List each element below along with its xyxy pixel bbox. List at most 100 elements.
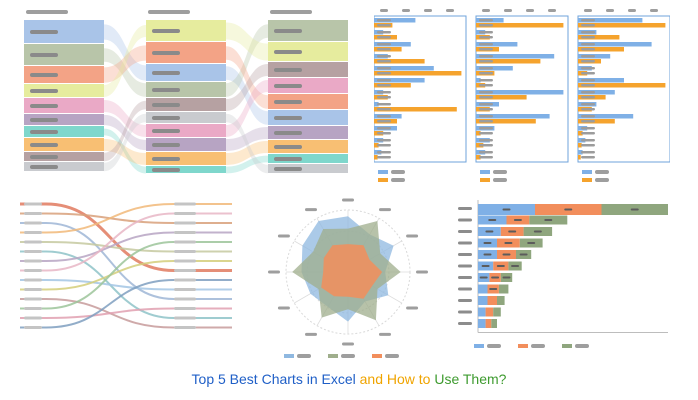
stacked-row-label (458, 218, 472, 222)
bar-row-label (377, 43, 391, 46)
stacked-segment-label (527, 242, 536, 244)
sankey-node-label (274, 29, 302, 33)
stacked-segment-label (511, 265, 520, 267)
sankey-node-label (30, 130, 58, 134)
sankey-node-label (274, 84, 302, 88)
slope-line (20, 298, 232, 329)
slope-right-label (174, 316, 196, 320)
bar-axis-tick (606, 9, 614, 12)
bar-series-1 (476, 78, 481, 83)
stacked-segment-label (502, 208, 511, 211)
sankey-node (24, 84, 104, 97)
bar-legend-swatch (480, 170, 490, 174)
slope-right-label (174, 250, 196, 253)
bar-row-label (377, 67, 391, 70)
bar-row-label (581, 55, 595, 58)
bar-row-label (377, 127, 391, 130)
slope-left-label (24, 240, 42, 244)
bar-row-label (479, 48, 493, 51)
stacked-segment (478, 296, 488, 305)
bar-axis-tick (446, 9, 454, 12)
bar-legend-label (493, 170, 507, 174)
sankey-node-label (152, 51, 180, 55)
radar-legend-swatch (328, 354, 338, 358)
bar-axis-tick (482, 9, 490, 12)
bar-row-label (479, 72, 493, 75)
bar-row-label (581, 127, 595, 130)
sankey-node-label (152, 116, 180, 120)
bar-axis-tick (424, 9, 432, 12)
bar-row-label (479, 127, 493, 130)
slope-left-label (24, 307, 42, 310)
bar-axis-tick (402, 9, 410, 12)
stacked-segment-label (502, 276, 511, 279)
bar-series-1 (578, 114, 634, 119)
sankey-node (24, 162, 104, 171)
stacked-segment (485, 307, 494, 317)
radar-axis-label (406, 306, 419, 310)
sankey-node (146, 64, 226, 81)
stacked-bar-chart (458, 200, 668, 348)
bar-row-label (479, 84, 493, 87)
stacked-segment (487, 296, 497, 305)
bar-legend-swatch (480, 178, 490, 182)
bar-series-2 (578, 23, 666, 28)
sankey-flow (226, 155, 268, 174)
slope-right-label (174, 307, 196, 310)
bar-row-label (479, 151, 493, 154)
bar-row-label (581, 115, 595, 118)
sankey-node (24, 114, 104, 125)
sankey-column-header (26, 10, 68, 14)
bar-row-label (479, 103, 493, 106)
bar-row-label (581, 43, 595, 46)
bar-row-label (377, 19, 391, 22)
sankey-column-header (270, 10, 312, 14)
sankey-flow (226, 66, 268, 125)
bar-row-label (581, 31, 595, 34)
bar-series-1 (476, 66, 513, 71)
slope-line (20, 203, 232, 234)
slope-line (20, 202, 232, 272)
stacked-segment (497, 296, 505, 305)
sankey-node (268, 154, 348, 163)
bar-series-2 (374, 107, 457, 112)
sankey-node (24, 98, 104, 113)
bar-series-2 (578, 143, 582, 148)
bar-axis-tick (628, 9, 636, 12)
sankey-flow (226, 127, 268, 151)
bar-legend-label (595, 170, 609, 174)
sankey-node (268, 78, 348, 93)
stacked-segment (493, 307, 501, 317)
sankey-node (146, 20, 226, 41)
bar-series-1 (374, 42, 411, 47)
bar-axis-tick (526, 9, 534, 12)
sankey-node-label (30, 155, 58, 159)
sankey-chart (24, 10, 348, 174)
radar-axis-label (268, 270, 280, 274)
radar-axis-label (305, 208, 317, 212)
stacked-segment-label (533, 230, 542, 233)
bar-row-label (377, 91, 391, 94)
bar-legend-label (595, 178, 609, 182)
slope-left-label (24, 231, 42, 234)
sankey-flow (226, 141, 268, 165)
sankey-node-label (274, 145, 302, 149)
stacked-segment-label (504, 242, 513, 244)
page-caption: Top 5 Best Charts in Excel and How to Us… (0, 364, 698, 394)
bar-row-label (377, 120, 391, 123)
stacked-legend-swatch (562, 344, 572, 348)
slope-left-label (24, 250, 42, 253)
bar-row-label (581, 120, 595, 123)
radar-axis-label (277, 306, 290, 310)
bar-series-1 (476, 54, 555, 59)
slope-line (20, 307, 232, 319)
radar-axis-label (277, 234, 290, 238)
slope-right-label (174, 202, 196, 206)
slope-left-label (24, 269, 42, 272)
slope-right-label (174, 278, 196, 282)
stacked-segment-label (630, 208, 639, 211)
bar-row-label (581, 144, 595, 147)
bar-row-label (377, 115, 391, 118)
bar-series-2 (374, 71, 462, 76)
sankey-node (146, 42, 226, 63)
